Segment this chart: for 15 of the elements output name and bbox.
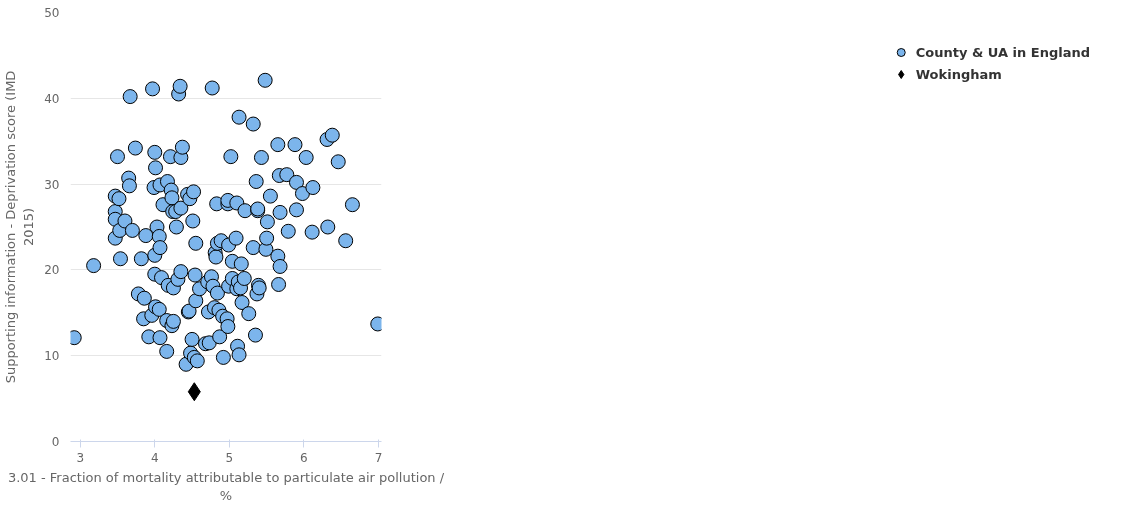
x-tick-label: 4 [150, 450, 159, 465]
legend-label: County & UA in England [915, 44, 1090, 60]
x-axis-title: 3.01 - Fraction of mortality attributable to particulate air pollution / % [7, 469, 445, 503]
x-tick-label: 6 [300, 450, 308, 465]
y-axis-title: Supporting information - Deprivation score (IMD 2015) [3, 70, 37, 384]
y-tick-label: 10 [44, 349, 60, 364]
y-tick-label: 20 [44, 263, 60, 278]
legend-label: Wokingham [915, 66, 1002, 82]
y-tick-label: 30 [44, 177, 60, 192]
x-tick-label: 5 [225, 450, 234, 465]
x-tick-label: 3 [76, 450, 85, 465]
y-tick-label: 40 [44, 91, 60, 106]
y-tick-label: 50 [44, 6, 60, 20]
y-tick-label: 0 [51, 435, 60, 449]
x-tick-label: 7 [374, 450, 383, 465]
